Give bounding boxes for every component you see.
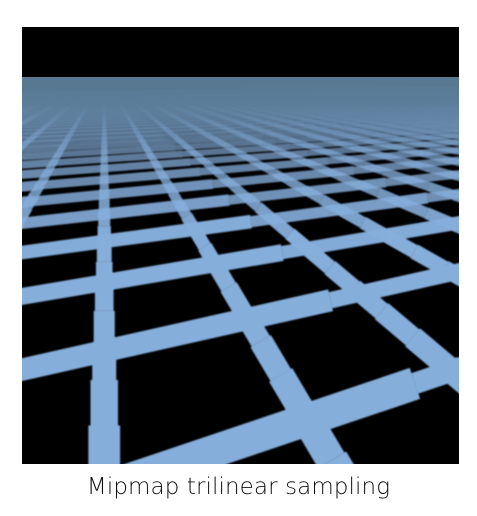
- grid-line-b: [426, 188, 459, 203]
- grid-line-b: [27, 179, 214, 207]
- grid-line-b: [37, 167, 201, 190]
- rendered-image: [22, 27, 459, 464]
- grid-line-b: [22, 158, 52, 169]
- grid-line-a: [22, 204, 33, 225]
- sky: [22, 27, 459, 77]
- grid-line-a: [250, 335, 291, 382]
- grid-line-b: [22, 289, 334, 382]
- grid-line-b: [22, 214, 252, 260]
- grid-line-b: [22, 194, 230, 230]
- grid-line-b: [45, 158, 191, 177]
- grid-line-b: [124, 367, 421, 464]
- grid-line-a: [410, 244, 449, 276]
- grid-line-b: [22, 151, 57, 161]
- grid-line-b: [328, 262, 459, 309]
- grid-line-b: [250, 192, 429, 228]
- grid-line-b: [51, 150, 183, 167]
- grid-line-b: [228, 177, 387, 205]
- grid-line-b: [22, 244, 284, 306]
- grid-line-b: [190, 149, 309, 166]
- grid-line-b: [199, 157, 329, 176]
- grid-line-b: [328, 148, 433, 165]
- grid-line-a: [405, 328, 456, 376]
- grid-line-a: [374, 303, 420, 346]
- grid-line-a: [220, 282, 252, 317]
- grid-line-b: [212, 166, 355, 189]
- grid-line-b: [281, 216, 459, 260]
- perspective-grid-render: [22, 27, 459, 464]
- grid-line-a: [324, 261, 360, 295]
- grid-line-b: [353, 156, 459, 175]
- grid-line-b: [385, 169, 459, 187]
